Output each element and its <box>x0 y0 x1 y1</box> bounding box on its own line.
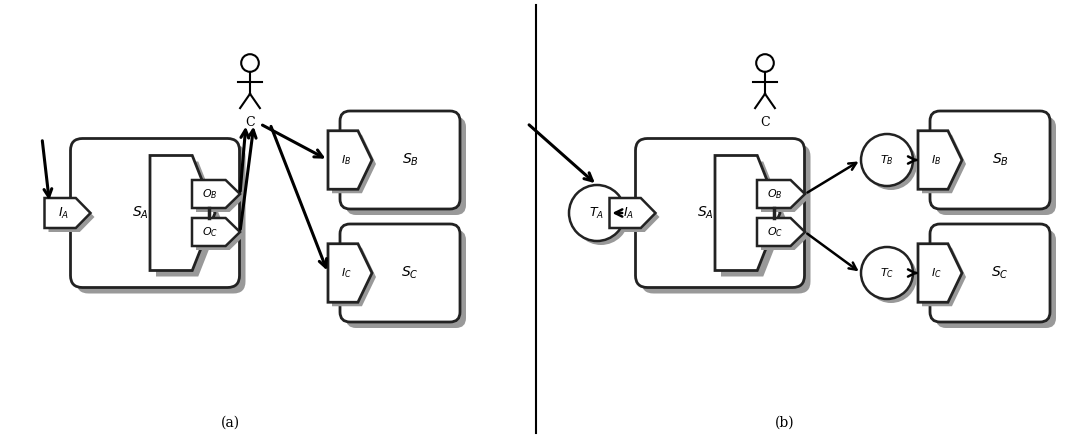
Polygon shape <box>918 131 962 189</box>
FancyBboxPatch shape <box>340 224 460 322</box>
FancyBboxPatch shape <box>340 111 460 209</box>
Text: C: C <box>245 116 255 129</box>
Circle shape <box>861 134 913 186</box>
FancyBboxPatch shape <box>636 138 804 287</box>
Polygon shape <box>761 222 809 250</box>
Polygon shape <box>328 131 372 189</box>
Polygon shape <box>721 162 786 276</box>
Circle shape <box>569 185 625 241</box>
Text: $I_C$: $I_C$ <box>341 266 352 280</box>
Text: $S_A$: $S_A$ <box>132 205 148 221</box>
FancyBboxPatch shape <box>71 138 239 287</box>
FancyBboxPatch shape <box>936 117 1056 215</box>
Text: $S_B$: $S_B$ <box>992 152 1009 168</box>
Polygon shape <box>757 218 805 246</box>
Circle shape <box>574 189 629 245</box>
Text: (a): (a) <box>221 416 239 430</box>
Text: $O_C$: $O_C$ <box>203 225 219 239</box>
Text: $T_C$: $T_C$ <box>880 266 894 280</box>
FancyBboxPatch shape <box>930 111 1049 209</box>
Polygon shape <box>761 184 809 212</box>
Polygon shape <box>332 135 376 193</box>
Polygon shape <box>328 244 372 302</box>
Polygon shape <box>918 244 962 302</box>
Text: $S_C$: $S_C$ <box>992 265 1009 281</box>
Polygon shape <box>150 155 215 271</box>
Polygon shape <box>196 222 244 250</box>
Text: C: C <box>760 116 770 129</box>
Text: $O_B$: $O_B$ <box>768 187 783 201</box>
Circle shape <box>865 251 917 303</box>
Text: $I_C$: $I_C$ <box>932 266 942 280</box>
Polygon shape <box>715 155 780 271</box>
Polygon shape <box>196 184 244 212</box>
Circle shape <box>865 138 917 190</box>
Text: $T_B$: $T_B$ <box>880 153 894 167</box>
Polygon shape <box>610 198 655 228</box>
FancyBboxPatch shape <box>936 230 1056 328</box>
Text: $S_A$: $S_A$ <box>697 205 713 221</box>
FancyBboxPatch shape <box>641 145 810 293</box>
Text: $S_C$: $S_C$ <box>401 265 419 281</box>
Text: (b): (b) <box>775 416 794 430</box>
Polygon shape <box>45 198 90 228</box>
Text: $T_A$: $T_A$ <box>590 205 605 221</box>
Text: $I_B$: $I_B$ <box>341 153 352 167</box>
FancyBboxPatch shape <box>76 145 245 293</box>
Polygon shape <box>332 248 376 306</box>
Polygon shape <box>922 135 966 193</box>
FancyBboxPatch shape <box>346 230 466 328</box>
Text: $I_A$: $I_A$ <box>58 205 70 221</box>
Text: $S_B$: $S_B$ <box>402 152 418 168</box>
Polygon shape <box>192 218 240 246</box>
Polygon shape <box>613 202 659 232</box>
Polygon shape <box>48 202 94 232</box>
FancyBboxPatch shape <box>930 224 1049 322</box>
Polygon shape <box>192 180 240 208</box>
Polygon shape <box>157 162 221 276</box>
Text: $I_A$: $I_A$ <box>623 205 635 221</box>
Circle shape <box>861 247 913 299</box>
Polygon shape <box>757 180 805 208</box>
Text: $O_C$: $O_C$ <box>768 225 784 239</box>
FancyBboxPatch shape <box>346 117 466 215</box>
Text: $O_B$: $O_B$ <box>203 187 218 201</box>
Text: $I_B$: $I_B$ <box>932 153 941 167</box>
Polygon shape <box>922 248 966 306</box>
